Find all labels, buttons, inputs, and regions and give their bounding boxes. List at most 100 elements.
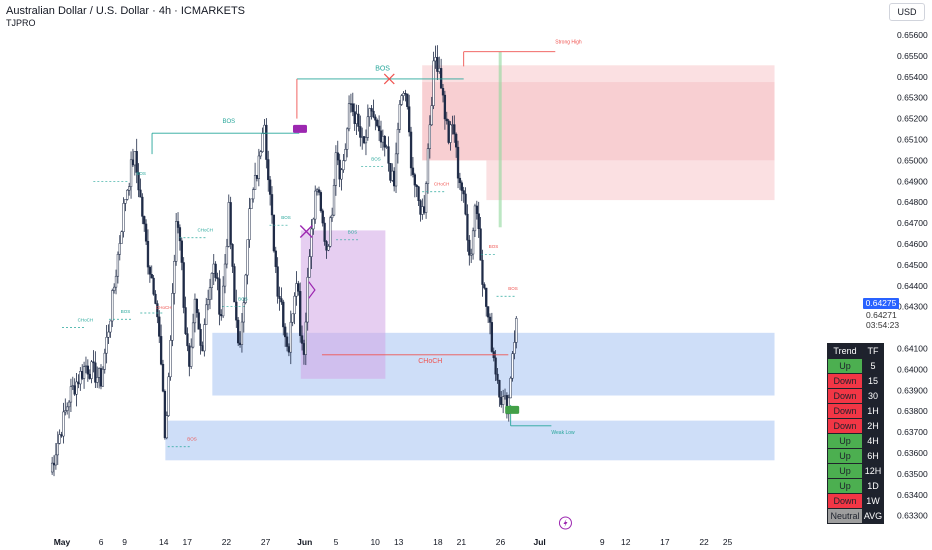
candle-down (423, 206, 426, 213)
candle-down (462, 190, 465, 195)
candle-up (50, 462, 54, 473)
candle-down (362, 136, 366, 144)
candle-up (58, 434, 61, 444)
candle-down (338, 159, 341, 180)
candle-up (261, 133, 264, 152)
supply-zone (422, 82, 775, 161)
timeframe-cell: 5 (862, 358, 884, 374)
lightning-icon (558, 516, 572, 530)
candle-up (368, 108, 371, 118)
candle-up (355, 113, 358, 124)
candle-down (77, 381, 80, 385)
candle-down (460, 182, 463, 191)
timeframe-cell: 1W (862, 493, 884, 509)
candle-down (143, 216, 146, 225)
candle-down (447, 120, 450, 143)
candle-down (135, 151, 138, 173)
candle-up (400, 95, 403, 105)
annotation-label: BOS (223, 119, 236, 125)
time-tick-label: 17 (183, 537, 193, 547)
time-tick-label: 9 (122, 537, 127, 547)
trend-row: Down 15 (827, 373, 884, 389)
candle-down (453, 124, 456, 135)
trend-cell: Down (827, 493, 863, 509)
candle-up (381, 136, 385, 143)
timeframe-cell: 1D (862, 478, 884, 494)
candle-up (223, 263, 227, 287)
x-marker (383, 73, 395, 85)
candle-up (289, 321, 292, 353)
candle-up (103, 352, 106, 370)
candle-up (171, 293, 174, 341)
price-tick-label: 0.65500 (897, 51, 928, 61)
candle-down (154, 293, 157, 304)
bar-countdown: 03:54:23 (866, 320, 900, 330)
candle-up (225, 246, 229, 265)
candle-up (426, 148, 430, 184)
annotation-label: CHoCH (434, 181, 450, 186)
timeframe-cell: 1H (862, 403, 884, 419)
candle-down (494, 357, 497, 375)
candle-down (353, 111, 356, 124)
candle-up (434, 57, 437, 62)
candle-up (344, 149, 347, 161)
candle-down (159, 336, 163, 365)
candle-up (346, 128, 349, 150)
candle-down (389, 163, 392, 181)
candle-down (500, 396, 503, 405)
candle-up (332, 185, 336, 216)
candle-up (501, 396, 505, 405)
candle-down (195, 298, 198, 313)
timeframe-cell: 2H (862, 418, 884, 434)
current-price-tag: 0.64275 (863, 298, 899, 309)
candle-down (86, 365, 89, 375)
candle-down (419, 200, 422, 215)
time-tick-label: 5 (334, 537, 339, 547)
candle-down (321, 210, 324, 224)
candle-down (455, 133, 458, 148)
annotation-label: BOS (348, 230, 358, 235)
annotation-label: BOS (489, 244, 499, 249)
time-tick-label: Jun (297, 537, 312, 547)
time-tick-label: 26 (496, 537, 506, 547)
candle-up (84, 365, 88, 367)
candle-down (163, 390, 167, 439)
candle-up (75, 381, 78, 395)
time-tick-label: 17 (660, 537, 670, 547)
candle-up (432, 60, 435, 106)
price-tick-label: 0.65400 (897, 72, 928, 82)
currency-button[interactable]: USD (889, 3, 925, 21)
candle-down (237, 319, 240, 344)
candle-up (451, 124, 454, 126)
price-tick-label: 0.64000 (897, 364, 928, 374)
candle-up (503, 395, 507, 397)
trend-row: Down 30 (827, 388, 884, 404)
candle-down (60, 434, 63, 437)
trend-cell: Up (827, 448, 863, 464)
price-tick-label: 0.63300 (897, 511, 928, 521)
price-tick-label: 0.63500 (897, 469, 928, 479)
candle-down (268, 179, 272, 195)
candle-down (379, 130, 383, 143)
time-tick-label: 25 (723, 537, 733, 547)
price-tick-label: 0.63800 (897, 406, 928, 416)
candle-up (208, 287, 212, 300)
candle-down (387, 146, 390, 164)
trend-row: Up 12H (827, 463, 884, 479)
time-tick-label: Jul (533, 537, 545, 547)
candle-up (312, 218, 315, 230)
candle-down (370, 108, 373, 112)
candle-up (438, 68, 441, 72)
timeframe-cell: 12H (862, 463, 884, 479)
candle-up (206, 299, 210, 306)
purple-zone (300, 230, 386, 379)
green-badge (505, 405, 520, 414)
candle-up (129, 159, 133, 187)
trend-cell: Down (827, 373, 863, 389)
candle-down (357, 113, 360, 127)
indicator-name[interactable]: TJPRO (6, 18, 36, 28)
annotation-label: BOS (508, 286, 518, 291)
candle-up (424, 183, 428, 213)
highlight-bar (498, 51, 502, 228)
